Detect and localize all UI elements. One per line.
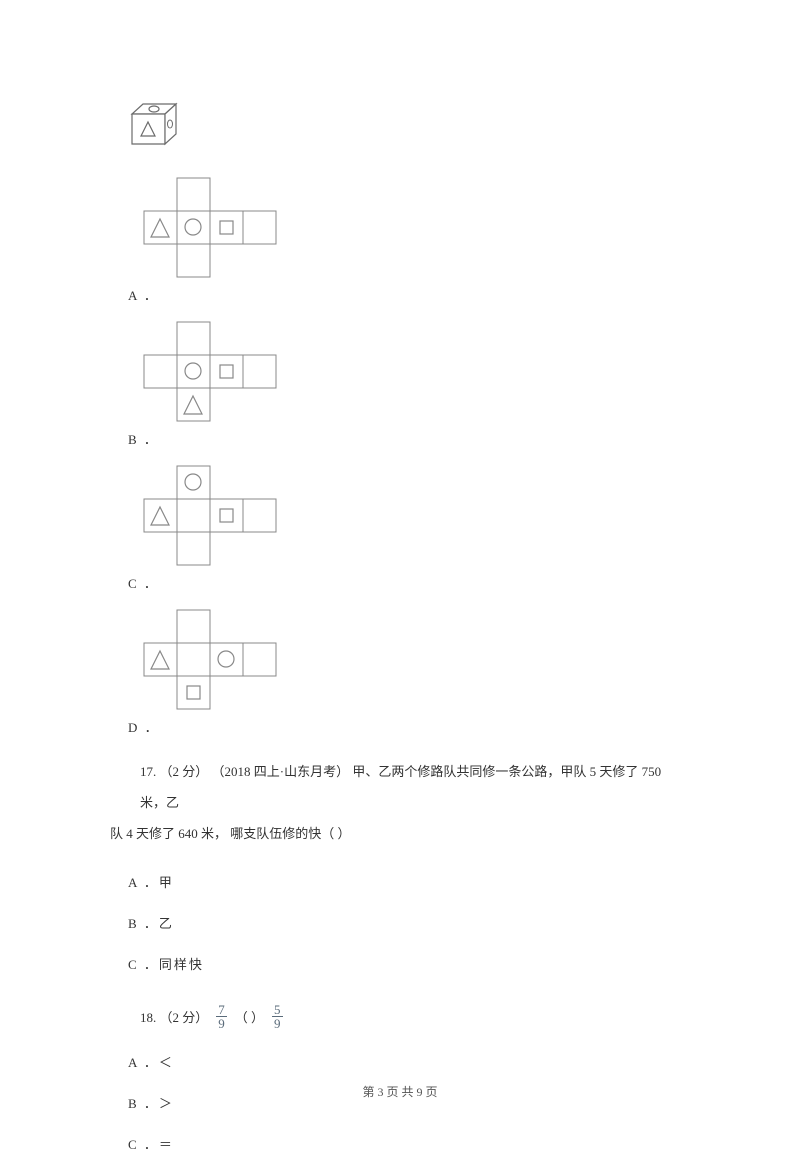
- net-option-c: [140, 463, 690, 568]
- q18-text: 18. （2 分） 7 9 （ ） 5 9: [140, 1003, 690, 1030]
- q18-fraction-1: 7 9: [216, 1003, 227, 1030]
- option-d-label: D ．: [128, 717, 690, 736]
- q17-option-b: B ．乙: [128, 913, 690, 932]
- q17-option-a: A ．甲: [128, 872, 690, 891]
- q18-fraction-2: 5 9: [272, 1003, 283, 1030]
- q18-frac1-num: 7: [216, 1003, 227, 1017]
- cube-3d-figure: [120, 100, 690, 150]
- q18-frac2-den: 9: [272, 1017, 283, 1030]
- q18-prefix: 18. （2 分）: [140, 1007, 208, 1026]
- net-option-d: [140, 607, 690, 712]
- q17-text-line2: 队 4 天修了 640 米， 哪支队伍修的快（ ）: [110, 818, 690, 849]
- q18-frac2-num: 5: [272, 1003, 283, 1017]
- net-option-a: [140, 175, 690, 280]
- q18-frac1-den: 9: [216, 1017, 227, 1030]
- page-footer: 第 3 页 共 9 页: [0, 1083, 800, 1100]
- q18-option-a: A ．＜: [128, 1052, 690, 1071]
- option-c-label: C ．: [128, 573, 690, 592]
- q18-option-c: C ．＝: [128, 1134, 690, 1153]
- q18-mid: （ ）: [235, 1007, 264, 1026]
- option-a-label: A ．: [128, 285, 690, 304]
- q17-text-line1: 17. （2 分） （2018 四上·山东月考） 甲、乙两个修路队共同修一条公路…: [140, 756, 690, 818]
- option-b-label: B ．: [128, 429, 690, 448]
- net-option-b: [140, 319, 690, 424]
- q17-option-c: C ．同样快: [128, 954, 690, 973]
